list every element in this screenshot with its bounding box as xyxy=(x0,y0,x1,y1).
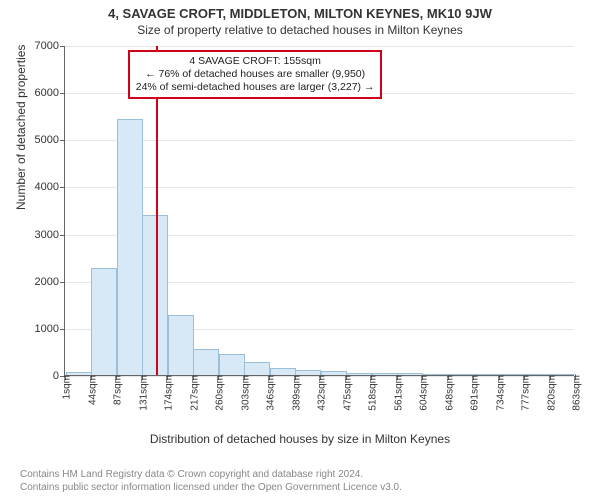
x-tick-label: 303sqm xyxy=(236,375,251,411)
histogram-bar xyxy=(117,119,143,375)
annotation-line: 4 SAVAGE CROFT: 155sqm xyxy=(136,55,375,68)
x-tick-label: 561sqm xyxy=(389,375,404,411)
x-tick-label: 389sqm xyxy=(287,375,302,411)
annotation-box: 4 SAVAGE CROFT: 155sqm← 76% of detached … xyxy=(128,50,383,99)
x-tick-label: 87sqm xyxy=(109,375,124,405)
x-tick-label: 432sqm xyxy=(313,375,328,411)
chart-title-main: 4, SAVAGE CROFT, MIDDLETON, MILTON KEYNE… xyxy=(0,0,600,21)
x-tick-label: 734sqm xyxy=(491,375,506,411)
histogram-bar xyxy=(270,368,296,375)
gridline xyxy=(65,46,574,47)
x-tick-label: 217sqm xyxy=(185,375,200,411)
x-tick-label: 174sqm xyxy=(160,375,175,411)
footer-line-1: Contains HM Land Registry data © Crown c… xyxy=(20,468,402,481)
y-tick-label: 1000 xyxy=(35,323,65,335)
histogram-bar xyxy=(244,362,270,375)
x-tick-label: 604sqm xyxy=(415,375,430,411)
x-axis-label: Distribution of detached houses by size … xyxy=(0,432,600,446)
x-tick-label: 44sqm xyxy=(83,375,98,405)
y-tick-label: 6000 xyxy=(35,87,65,99)
x-tick-label: 691sqm xyxy=(466,375,481,411)
x-tick-label: 1sqm xyxy=(58,375,73,399)
x-tick-label: 475sqm xyxy=(338,375,353,411)
x-tick-label: 346sqm xyxy=(262,375,277,411)
y-tick-label: 3000 xyxy=(35,229,65,241)
x-tick-label: 131sqm xyxy=(134,375,149,411)
chart-footer: Contains HM Land Registry data © Crown c… xyxy=(20,468,402,494)
x-tick-label: 518sqm xyxy=(364,375,379,411)
footer-line-2: Contains public sector information licen… xyxy=(20,481,402,494)
chart-plot-area: 010002000300040005000600070001sqm44sqm87… xyxy=(64,46,574,376)
chart-title-sub: Size of property relative to detached ho… xyxy=(0,21,600,37)
histogram-bar xyxy=(193,349,219,375)
x-tick-label: 820sqm xyxy=(542,375,557,411)
histogram-bar xyxy=(91,268,117,375)
x-tick-label: 648sqm xyxy=(440,375,455,411)
x-tick-label: 863sqm xyxy=(568,375,583,411)
y-tick-label: 5000 xyxy=(35,134,65,146)
histogram-bar xyxy=(168,315,194,375)
y-tick-label: 4000 xyxy=(35,181,65,193)
annotation-line: 24% of semi-detached houses are larger (… xyxy=(136,81,375,94)
annotation-line: ← 76% of detached houses are smaller (9,… xyxy=(136,68,375,81)
y-tick-label: 7000 xyxy=(35,40,65,52)
y-axis-label: Number of detached properties xyxy=(14,45,28,210)
x-tick-label: 260sqm xyxy=(211,375,226,411)
x-tick-label: 777sqm xyxy=(517,375,532,411)
y-tick-label: 2000 xyxy=(35,276,65,288)
histogram-bar xyxy=(219,354,245,375)
